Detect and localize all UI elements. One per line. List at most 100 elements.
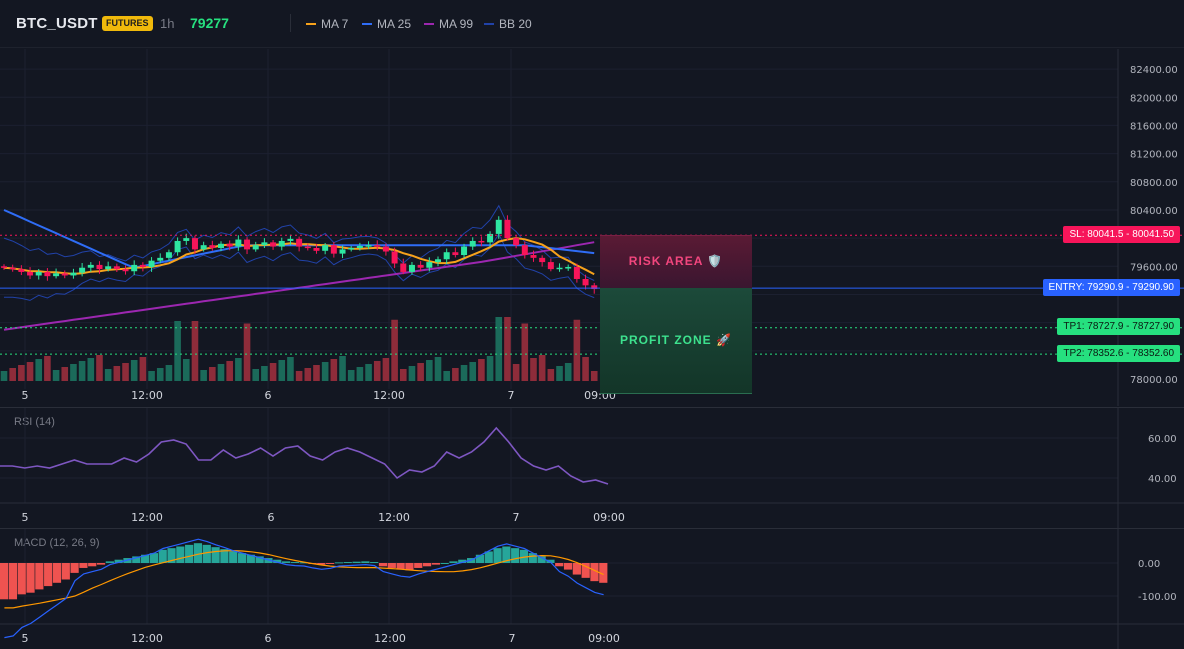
candle-body xyxy=(565,267,572,269)
legend-ma7[interactable]: MA 7 xyxy=(306,17,348,31)
macd-histogram-bar xyxy=(202,544,211,563)
volume-bar xyxy=(452,368,459,381)
volume-bar xyxy=(113,366,121,381)
macd-histogram-bar xyxy=(114,559,123,563)
timeframe-label[interactable]: 1h xyxy=(160,16,175,31)
volume-bar xyxy=(495,317,503,381)
rsi-chart-canvas[interactable]: 60.00 40.00 5 12:00 6 12:00 7 09:00 xyxy=(0,408,1184,528)
volume-bar xyxy=(209,367,216,381)
macd-histogram-bar xyxy=(537,556,546,563)
candle-body xyxy=(18,269,25,272)
volume-bar xyxy=(434,357,442,381)
volume-bar xyxy=(547,369,555,381)
candle-body xyxy=(79,267,86,273)
volume-bar xyxy=(156,368,164,381)
volume-bar xyxy=(356,367,364,381)
macd-histogram-bar xyxy=(387,563,396,568)
macd-chart-canvas[interactable]: 0.00 -100.00 5 12:00 6 12:00 7 09:00 xyxy=(0,529,1184,649)
stop-loss-tag[interactable]: SL: 80041.5 - 80041.50 xyxy=(1063,226,1180,243)
candle-body xyxy=(35,271,42,276)
volume-bar xyxy=(582,357,589,381)
candle-body xyxy=(148,260,155,268)
futures-badge: FUTURES xyxy=(102,16,153,31)
volume-bar xyxy=(96,355,103,381)
macd-histogram-bar xyxy=(17,563,26,595)
rsi-pane[interactable]: RSI (14) 60.00 40.00 5 12:00 6 12:00 7 09:00 xyxy=(0,407,1184,528)
macd-histogram-bar xyxy=(361,561,370,563)
rsi-tick-label: 60.00 xyxy=(1148,434,1177,445)
candle-body xyxy=(530,255,537,258)
macd-histogram-bar xyxy=(26,563,35,593)
risk-area-label: RISK AREA 🛡️ xyxy=(628,254,724,268)
candle-body xyxy=(382,246,389,252)
macd-histogram-bar xyxy=(414,563,423,568)
legend-ma25[interactable]: MA 25 xyxy=(362,17,411,31)
volume-bar xyxy=(530,358,537,381)
price-chart-canvas[interactable]: 82400.00 82000.00 81600.00 81200.00 80800.00… xyxy=(0,49,1184,406)
macd-histogram-bar xyxy=(378,563,388,567)
volume-bar xyxy=(512,364,520,381)
macd-histogram-bar xyxy=(440,563,449,564)
volume-bar xyxy=(295,371,303,381)
volume-bar xyxy=(590,371,598,381)
legend-bb20[interactable]: BB 20 xyxy=(484,17,532,31)
macd-histogram-bar xyxy=(352,561,361,563)
profit-zone[interactable]: PROFIT ZONE 🚀 xyxy=(600,288,752,394)
price-grid xyxy=(0,49,1118,389)
volume-bar xyxy=(70,364,77,381)
macd-time-label: 7 xyxy=(509,632,516,645)
bb20-swatch-icon xyxy=(484,23,494,25)
volume-bar xyxy=(347,370,355,381)
symbol-name[interactable]: BTC_USDT xyxy=(16,15,98,32)
rsi-time-label: 12:00 xyxy=(378,511,410,524)
macd-histogram-bar xyxy=(176,546,185,563)
macd-histogram-bar xyxy=(422,563,432,567)
candle-body xyxy=(113,266,120,270)
volume-bar xyxy=(130,360,138,381)
volume-bar xyxy=(0,371,8,381)
rsi-label: RSI (14) xyxy=(14,416,55,428)
macd-histogram-bar xyxy=(237,553,247,563)
candle-body xyxy=(218,243,224,248)
candle-body xyxy=(339,249,346,254)
volume-bar xyxy=(165,365,173,381)
candle-body xyxy=(400,263,407,272)
entry-tag[interactable]: ENTRY: 79290.9 - 79290.90 xyxy=(1042,279,1180,296)
take-profit-1-tag[interactable]: TP1: 78727.9 - 78727.90 xyxy=(1057,318,1180,335)
time-tick-label: 7 xyxy=(508,389,515,402)
macd-histogram-bar xyxy=(255,556,264,563)
legend-ma99[interactable]: MA 99 xyxy=(424,17,473,31)
volume-bar xyxy=(339,356,346,381)
macd-pane[interactable]: MACD (12, 26, 9) 0.00 -100.00 5 12:00 6 12:00… xyxy=(0,528,1184,649)
volume-bar xyxy=(478,359,485,381)
volume-bar xyxy=(44,356,51,381)
macd-histogram-bar xyxy=(299,562,308,564)
rsi-time-label: 09:00 xyxy=(593,511,625,524)
macd-histogram-bar xyxy=(96,563,106,565)
macd-histogram-bar xyxy=(44,563,53,587)
volume-bar xyxy=(174,321,181,381)
macd-histogram-bar xyxy=(79,563,88,568)
candle-body xyxy=(61,273,68,276)
macd-histogram-bar xyxy=(405,563,414,571)
volume-bar xyxy=(417,363,424,381)
price-pane[interactable]: 82400.00 82000.00 81600.00 81200.00 80800.00… xyxy=(0,49,1184,406)
candle-body xyxy=(131,264,138,272)
macd-tick-label: -100.00 xyxy=(1138,592,1177,603)
macd-histogram-bar xyxy=(246,554,255,563)
volume-bar xyxy=(269,363,277,381)
legend-ma99-label: MA 99 xyxy=(439,17,474,31)
risk-area-zone[interactable]: RISK AREA 🛡️ xyxy=(600,235,752,288)
rsi-line xyxy=(0,426,609,485)
macd-histogram-bar xyxy=(185,544,194,563)
macd-histogram-bar xyxy=(484,551,493,563)
macd-histogram-bar xyxy=(370,562,379,564)
macd-histogram-bar xyxy=(396,563,405,570)
candle-body xyxy=(573,267,580,279)
candle-body xyxy=(582,278,589,286)
price-tick-label: 80800.00 xyxy=(1130,178,1178,189)
take-profit-2-tag[interactable]: TP2: 78352.6 - 78352.60 xyxy=(1057,345,1180,362)
time-tick-label: 12:00 xyxy=(373,389,405,402)
profit-zone-label: PROFIT ZONE 🚀 xyxy=(620,332,732,347)
candle-body xyxy=(96,264,103,270)
